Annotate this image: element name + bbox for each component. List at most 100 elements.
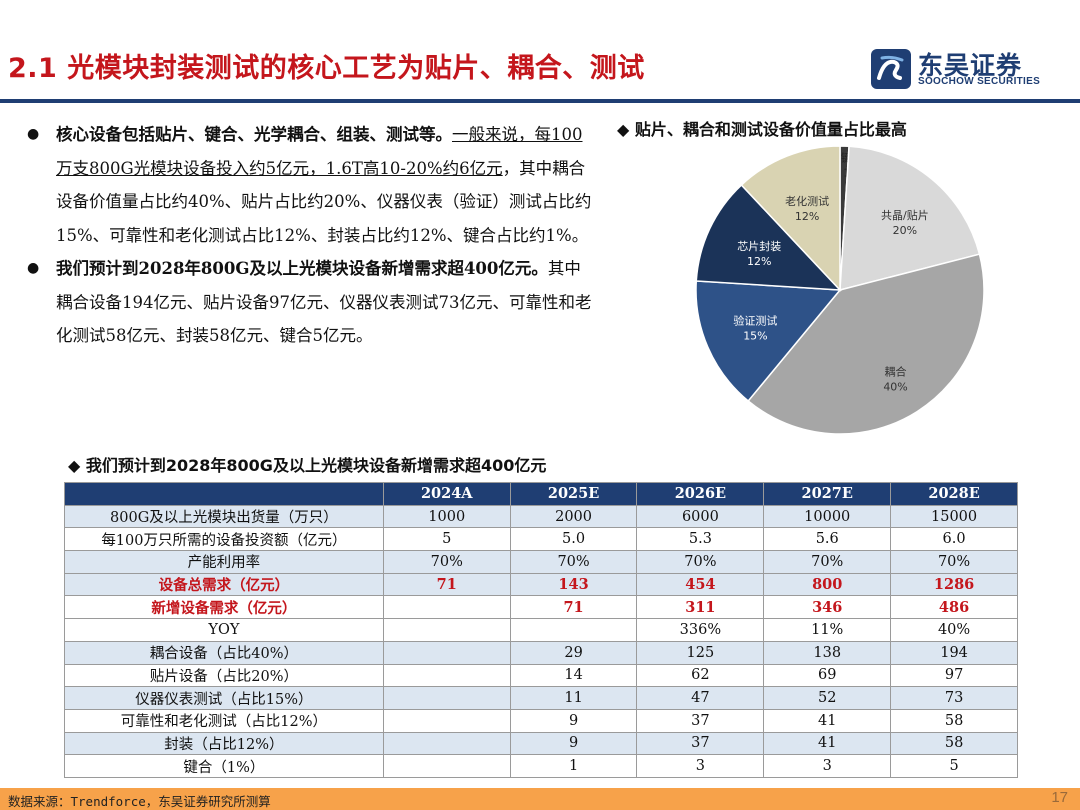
row-label: 贴片设备（占比20%） (64, 663, 384, 688)
table-cell: 800 (763, 572, 892, 597)
table-cell: 73 (890, 686, 1018, 710)
bullet-1-underlined: 一般来说，每100万支800G光模块设备投入约5亿元，1.6T高10-20%约6… (56, 125, 583, 178)
table-cell: 40% (890, 618, 1018, 642)
table-cell: 15000 (890, 504, 1018, 529)
bullet-1-bold: 核心设备包括贴片、键合、光学耦合、组装、测试等。 (56, 125, 452, 144)
table-cell: 70% (509, 550, 638, 574)
table-cell: 2000 (509, 504, 638, 529)
table-header-year: 2025E (509, 482, 638, 506)
table-cell: 9 (509, 731, 638, 756)
table-cell (382, 618, 511, 642)
table-cell (382, 595, 511, 620)
table-cell: 1 (509, 754, 638, 778)
table-cell: 70% (382, 550, 511, 574)
demand-table: 2024A 2025E 2026E 2027E 2028E 800G及以上光模块出货量（… (64, 482, 1018, 778)
pie-slice-value: 40% (883, 381, 907, 394)
pie-slice-value: 20% (893, 224, 917, 237)
table-cell (382, 731, 511, 756)
table-cell: 311 (636, 595, 765, 620)
table-row: 设备总需求（亿元） 71 143 454 800 1286 (64, 572, 1018, 597)
table-cell (382, 640, 511, 665)
table-cell: 6.0 (890, 527, 1018, 552)
table-cell: 5.0 (509, 527, 638, 552)
table-row: 可靠性和老化测试（占比12%） 9 37 41 58 (64, 708, 1018, 733)
data-source: 数据来源：Trendforce，东吴证券研究所测算 (8, 794, 271, 809)
table-cell: 62 (636, 663, 765, 688)
table-cell: 70% (890, 550, 1018, 574)
pie-slice-label: 老化测试 (785, 194, 829, 208)
table-cell: 41 (763, 731, 892, 756)
page-number: 17 (1051, 789, 1068, 806)
table-cell: 1000 (382, 504, 511, 529)
table-cell: 6000 (636, 504, 765, 529)
table-cell: 194 (890, 640, 1018, 665)
table-cell: 69 (763, 663, 892, 688)
row-label: 封装（占比12%） (64, 731, 384, 756)
table-cell (382, 708, 511, 733)
table-header-year: 2026E (636, 482, 765, 506)
table-cell: 138 (763, 640, 892, 665)
soochow-logo-icon (871, 49, 911, 89)
table-cell: 336% (636, 618, 765, 642)
pie-slice-label: 共晶/贴片 (881, 208, 929, 222)
table-row: 键合（1%） 1 3 3 5 (64, 754, 1018, 778)
row-label: 800G及以上光模块出货量（万只） (64, 504, 384, 529)
pie-slice (695, 280, 842, 403)
table-row: YOY 336% 11% 40% (64, 618, 1018, 642)
table-cell: 70% (636, 550, 765, 574)
pie-slice-value: 15% (743, 330, 767, 343)
row-label: 设备总需求（亿元） (64, 572, 384, 597)
logo-chinese-text: 东吴证券 (918, 51, 1023, 80)
key-points: ● 核心设备包括贴片、键合、光学耦合、组装、测试等。一般来说，每100万支800… (22, 118, 597, 353)
row-label: YOY (64, 618, 384, 642)
table-cell: 486 (890, 595, 1018, 620)
table-cell (382, 663, 511, 688)
pie-slice (839, 145, 981, 291)
table-cell: 70% (763, 550, 892, 574)
table-cell: 346 (763, 595, 892, 620)
table-row: 仪器仪表测试（占比15%） 11 47 52 73 (64, 686, 1018, 710)
row-label: 耦合设备（占比40%） (64, 640, 384, 665)
table-cell: 97 (890, 663, 1018, 688)
table-cell: 5.3 (636, 527, 765, 552)
table-cell: 37 (636, 731, 765, 756)
table-cell: 9 (509, 708, 638, 733)
table-cell: 5 (382, 527, 511, 552)
table-cell: 143 (509, 572, 638, 597)
table-cell: 454 (636, 572, 765, 597)
table-cell: 37 (636, 708, 765, 733)
table-cell: 3 (763, 754, 892, 778)
table-row: 封装（占比12%） 9 37 41 58 (64, 731, 1018, 756)
table-cell (509, 618, 638, 642)
pie-slice-value: 12% (747, 255, 771, 268)
table-cell (382, 686, 511, 710)
table-cell: 11 (509, 686, 638, 710)
table-cell: 1286 (890, 572, 1018, 597)
table-cell: 29 (509, 640, 638, 665)
table-cell: 10000 (763, 504, 892, 529)
table-cell: 5.6 (763, 527, 892, 552)
table-cell: 71 (509, 595, 638, 620)
pie-slice-value: 12% (795, 210, 819, 223)
row-label: 键合（1%） (64, 754, 384, 778)
table-cell: 52 (763, 686, 892, 710)
footer-bar (0, 788, 1080, 810)
table-cell: 71 (382, 572, 511, 597)
bullet-2-rest: 其中耦合设备194亿元、贴片设备97亿元、仪器仪表测试73亿元、可靠性和老化测试… (56, 259, 592, 345)
table-cell: 58 (890, 708, 1018, 733)
pie-chart-title: ◆ 贴片、耦合和测试设备价值量占比最高 (617, 120, 907, 139)
row-label: 仪器仪表测试（占比15%） (64, 686, 384, 710)
table-cell: 5 (890, 754, 1018, 778)
table-title: ◆ 我们预计到2028年800G及以上光模块设备新增需求超400亿元 (68, 456, 547, 475)
row-label: 产能利用率 (64, 550, 384, 574)
table-header-blank (64, 482, 384, 506)
table-cell (382, 754, 511, 778)
bullet-1-rest: ，其中耦合设备价值量占比约40%、贴片占比约20%、仪器仪表（验证）测试占比约1… (56, 158, 592, 245)
bullet-dot-icon: ● (27, 126, 40, 142)
pie-slice-label: 耦合 (885, 365, 907, 379)
pie-slice-label: 芯片封装 (737, 239, 781, 253)
table-cell: 58 (890, 731, 1018, 756)
pie-slice (740, 145, 841, 292)
table-row: 耦合设备（占比40%） 29 125 138 194 (64, 640, 1018, 665)
